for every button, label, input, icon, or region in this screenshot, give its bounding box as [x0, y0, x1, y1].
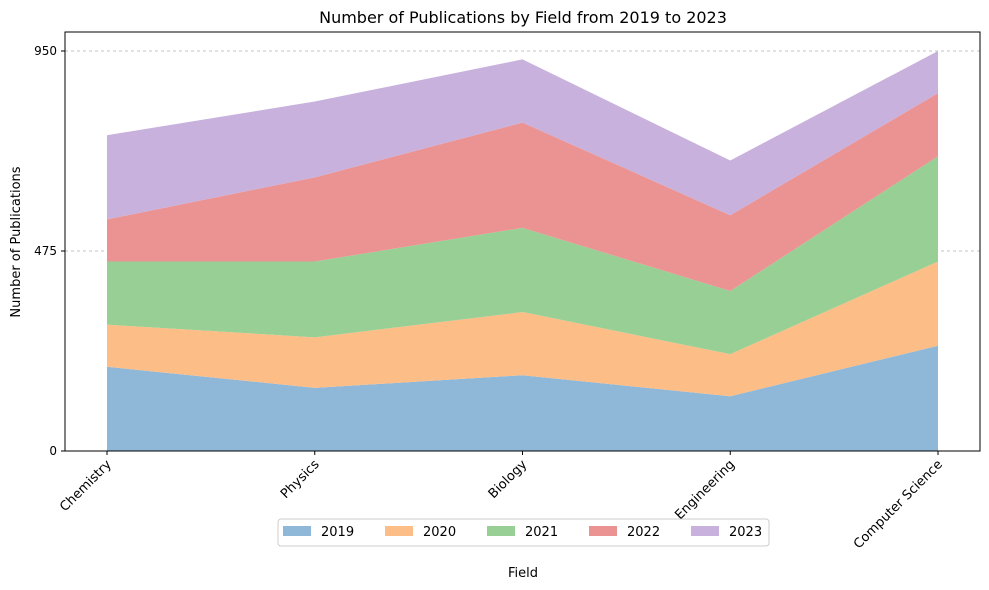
- y-tick-label: 475: [34, 244, 57, 258]
- legend-swatch-2019: [283, 526, 311, 536]
- area-series-2023: [107, 51, 938, 220]
- x-axis-label: Field: [508, 566, 538, 581]
- area-series-2020: [107, 261, 938, 397]
- legend-frame: [277, 518, 770, 547]
- legend-swatch-2023: [691, 526, 719, 536]
- y-tick-label: 0: [49, 444, 57, 458]
- legend-label: 2020: [423, 525, 456, 540]
- legend-swatch-2020: [385, 526, 413, 536]
- legend-label: 2023: [729, 525, 762, 540]
- area-series-2021: [107, 156, 938, 355]
- y-axis-ticks: 0 475 950: [34, 44, 65, 458]
- legend-swatch-2022: [589, 526, 617, 536]
- y-axis-label: Number of Publications: [9, 166, 24, 317]
- legend-label: 2019: [321, 525, 354, 540]
- legend: 2019 2020 2021 2022 2023: [277, 518, 770, 547]
- chart-title: Number of Publications by Field from 201…: [319, 8, 727, 27]
- legend-swatch-2021: [487, 526, 515, 536]
- y-tick-label: 950: [34, 44, 57, 58]
- area-series-2019: [107, 345, 938, 451]
- area-series: [107, 51, 938, 451]
- legend-label: 2021: [525, 525, 558, 540]
- area-series-2022: [107, 93, 938, 292]
- legend-label: 2022: [627, 525, 660, 540]
